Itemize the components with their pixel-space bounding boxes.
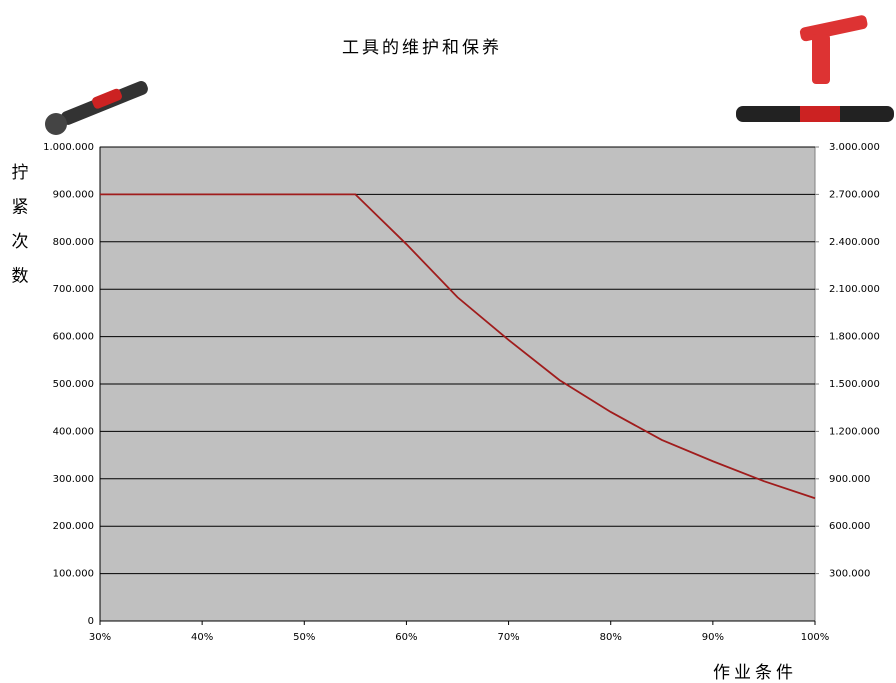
y-tick-label: 200.000 <box>53 521 94 532</box>
y-axis-label: 数 <box>12 267 29 287</box>
y-tick-label: 500.000 <box>53 379 94 390</box>
y-tick-label: 400.000 <box>53 426 94 437</box>
x-tick-label: 40% <box>191 632 213 643</box>
x-tick-label: 30% <box>89 632 111 643</box>
y-axis-label: 紧 <box>12 198 29 218</box>
tool-icon <box>45 81 148 135</box>
y2-tick-label: 1.500.000 <box>829 379 880 390</box>
x-tick-label: 80% <box>600 632 622 643</box>
data-line <box>100 193 816 500</box>
y-axis-label: 拧 <box>12 163 29 183</box>
chart-title: 工具的维护和保养 <box>342 38 502 58</box>
x-tick-label: 50% <box>293 632 315 643</box>
y2-tick-label: 900.000 <box>829 474 870 485</box>
y-tick-label: 1.000.000 <box>43 142 94 153</box>
y-tick-label: 800.000 <box>53 237 94 248</box>
y-tick-label: 100.000 <box>53 569 94 580</box>
y-tick-label: 300.000 <box>53 474 94 485</box>
y2-tick-label: 2.100.000 <box>829 284 880 295</box>
x-tick-label: 70% <box>497 632 519 643</box>
y-tick-label: 900.000 <box>53 189 94 200</box>
y2-tick-label: 300.000 <box>829 569 870 580</box>
x-axis-label: 作业条件 <box>713 663 797 683</box>
y-tick-label: 700.000 <box>53 284 94 295</box>
y-axis-label: 次 <box>12 232 29 252</box>
y2-tick-label: 1.800.000 <box>829 332 880 343</box>
y2-tick-label: 3.000.000 <box>829 142 880 153</box>
y-tick-label: 0 <box>88 616 94 627</box>
x-tick-label: 60% <box>395 632 417 643</box>
x-tick-label: 90% <box>702 632 724 643</box>
y2-tick-label: 2.400.000 <box>829 237 880 248</box>
y2-tick-label: 600.000 <box>829 521 870 532</box>
y2-tick-label: 1.200.000 <box>829 426 880 437</box>
y2-tick-label: 2.700.000 <box>829 189 880 200</box>
y-tick-label: 600.000 <box>53 332 94 343</box>
x-tick-label: 100% <box>801 632 830 643</box>
tool-icon <box>736 15 894 122</box>
